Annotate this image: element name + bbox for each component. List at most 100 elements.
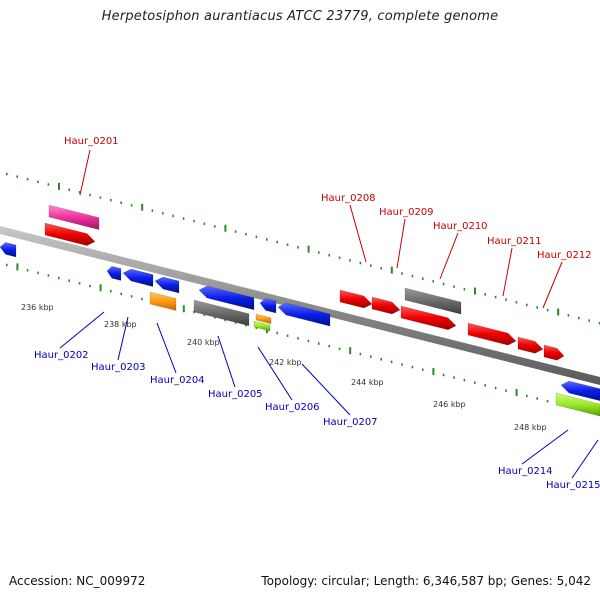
topology-text: Topology: circular; Length: 6,346,587 bp… xyxy=(261,574,591,588)
minor-tick xyxy=(16,175,18,178)
leader-haur-0211 xyxy=(502,247,513,297)
minor-tick xyxy=(526,394,528,398)
minor-tick xyxy=(47,183,50,186)
gene-label-haur-0208: Haur_0208 xyxy=(321,193,376,204)
gene-haur-0205-feature xyxy=(193,299,250,327)
major-tick xyxy=(557,308,560,316)
gene-label-haur-0211: Haur_0211 xyxy=(487,236,542,247)
minor-tick xyxy=(297,337,299,340)
leader-haur-0203 xyxy=(117,316,129,361)
leader-haur-0207 xyxy=(301,363,351,416)
gene-haur-0212-feature xyxy=(543,344,565,361)
gene-label-haur-0212: Haur_0212 xyxy=(537,250,592,261)
scale-label: 238 kbp xyxy=(104,320,137,329)
minor-tick xyxy=(78,282,81,285)
gene-feature-reverse xyxy=(198,285,255,311)
gene-feature-reverse xyxy=(253,320,271,332)
minor-tick xyxy=(110,289,112,293)
minor-tick xyxy=(453,285,455,288)
leader-haur-0205 xyxy=(217,335,236,388)
minor-tick xyxy=(307,339,310,343)
leader-haur-0208 xyxy=(349,204,367,263)
minor-tick xyxy=(515,301,518,304)
minor-tick xyxy=(141,297,143,301)
minor-tick xyxy=(536,397,538,400)
gene-label-haur-0215: Haur_0215 xyxy=(546,480,600,491)
minor-tick xyxy=(318,342,320,345)
scale-label: 248 kbp xyxy=(514,423,547,432)
leader-haur-0209 xyxy=(396,218,406,269)
minor-tick xyxy=(318,251,320,254)
minor-tick xyxy=(380,266,382,270)
minor-tick xyxy=(47,274,50,277)
minor-tick xyxy=(422,277,424,280)
leader-haur-0206 xyxy=(257,346,293,401)
minor-tick xyxy=(151,209,154,212)
minor-tick xyxy=(120,292,122,296)
leader-haur-0212 xyxy=(542,261,563,309)
minor-tick xyxy=(588,319,590,322)
major-tick xyxy=(390,266,393,274)
map-title: Herpetosiphon aurantiacus ATCC 23779, co… xyxy=(101,9,499,24)
minor-tick xyxy=(255,235,258,239)
minor-tick xyxy=(401,272,403,275)
leader-haur-0202 xyxy=(59,311,105,349)
gene-label-haur-0201: Haur_0201 xyxy=(64,136,119,147)
minor-tick xyxy=(172,214,174,218)
minor-tick xyxy=(463,378,466,382)
minor-tick xyxy=(26,177,29,181)
gene-feature-forward xyxy=(44,222,96,246)
minor-tick xyxy=(130,295,133,298)
major-tick xyxy=(58,182,60,190)
minor-tick xyxy=(286,243,289,246)
gene-label-haur-0203: Haur_0203 xyxy=(91,362,146,373)
minor-tick xyxy=(567,314,570,317)
minor-tick xyxy=(203,222,206,225)
minor-tick xyxy=(130,204,133,207)
minor-tick xyxy=(442,373,445,377)
leader-haur-0210 xyxy=(439,232,459,280)
leader-haur-0214 xyxy=(521,429,569,465)
minor-tick xyxy=(245,323,247,327)
minor-tick xyxy=(411,274,414,278)
minor-tick xyxy=(37,180,39,184)
major-tick xyxy=(16,263,19,271)
major-tick xyxy=(474,287,476,295)
leader-haur-0204 xyxy=(156,322,177,374)
major-tick xyxy=(224,224,227,232)
gene-label-haur-0210: Haur_0210 xyxy=(433,221,488,232)
gene-haur-0203-feature xyxy=(122,268,154,287)
minor-tick xyxy=(411,365,414,369)
accession-text: Accession: NC_009972 xyxy=(9,574,146,588)
minor-tick xyxy=(68,188,70,191)
minor-tick xyxy=(6,263,8,267)
minor-tick xyxy=(494,386,497,390)
major-tick xyxy=(141,203,144,211)
minor-tick xyxy=(234,321,237,324)
gene-feature-reverse xyxy=(255,313,272,325)
minor-tick xyxy=(422,368,424,371)
gene-labels: Haur_0201 Haur_0202 Haur_0203 Haur_0204 … xyxy=(34,136,600,491)
minor-tick xyxy=(546,308,549,312)
minor-tick xyxy=(349,259,351,262)
minor-tick xyxy=(266,238,268,241)
minor-tick xyxy=(442,282,445,286)
minor-tick xyxy=(536,306,538,309)
minor-tick xyxy=(78,191,81,194)
minor-tick xyxy=(338,347,341,351)
minor-tick xyxy=(370,264,372,267)
major-tick xyxy=(515,389,518,397)
major-tick xyxy=(182,305,185,313)
genome-backbone xyxy=(0,226,600,385)
scale-label: 244 kbp xyxy=(351,378,384,387)
minor-tick xyxy=(390,360,393,364)
major-tick xyxy=(307,245,310,253)
minor-tick xyxy=(234,230,237,233)
minor-tick xyxy=(401,363,403,366)
minor-tick xyxy=(203,313,206,316)
minor-tick xyxy=(328,253,330,257)
major-tick xyxy=(349,347,352,355)
minor-tick xyxy=(463,287,466,291)
gene-haur-0208-feature xyxy=(339,289,373,309)
